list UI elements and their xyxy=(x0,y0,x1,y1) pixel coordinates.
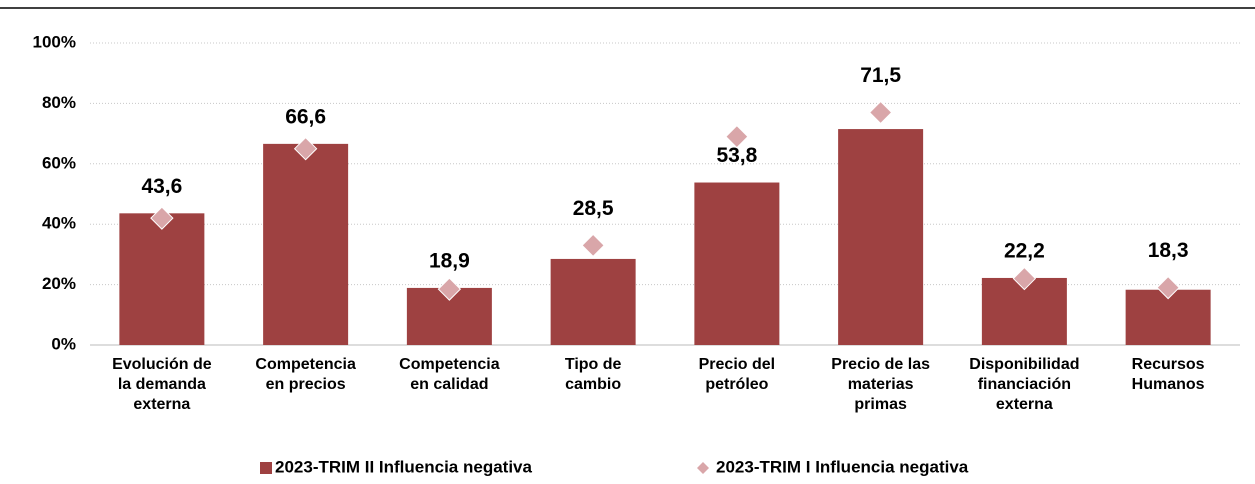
y-tick-label: 40% xyxy=(42,214,76,233)
value-label: 66,6 xyxy=(285,105,326,128)
x-tick-line: externa xyxy=(996,396,1053,413)
x-tick-line: Precio de las xyxy=(831,356,930,373)
value-label: 18,9 xyxy=(429,249,470,272)
x-tick-line: la demanda xyxy=(118,376,206,393)
x-tick-line: primas xyxy=(854,396,907,413)
x-tick-label: Recursos Humanos xyxy=(1132,356,1205,393)
x-tick-line: en calidad xyxy=(410,376,488,393)
x-tick-line: Competencia xyxy=(399,356,500,373)
x-tick-line: Humanos xyxy=(1132,376,1205,393)
diamond-marker xyxy=(868,100,893,125)
diamond-marker xyxy=(725,124,749,149)
diamond-marker xyxy=(437,277,462,301)
x-tick-line: externa xyxy=(133,396,190,413)
x-tick-label: Competencia en calidad xyxy=(399,356,500,393)
legend-swatch xyxy=(697,462,709,474)
y-tick-label: 80% xyxy=(42,93,76,112)
legend-label: 2023-TRIM I Influencia negativa xyxy=(716,457,969,476)
diamond-marker xyxy=(581,233,605,258)
x-tick-label: Evolución de la demanda externa xyxy=(112,356,212,413)
bar xyxy=(694,182,780,345)
x-tick-line: Recursos xyxy=(1132,356,1205,373)
y-tick-label: 60% xyxy=(42,153,76,172)
x-tick-line: en precios xyxy=(266,376,346,393)
legend-label: 2023-TRIM II Influencia negativa xyxy=(275,457,533,476)
diamond-marker xyxy=(1156,275,1180,300)
value-label: 71,5 xyxy=(860,64,901,87)
legend-swatch xyxy=(260,462,272,474)
x-tick-label: Disponibilidad financiación externa xyxy=(969,356,1079,413)
x-tick-line: Disponibilidad xyxy=(969,356,1079,373)
x-tick-line: Tipo de xyxy=(565,356,622,373)
x-tick-line: Competencia xyxy=(255,356,356,373)
x-tick-line: Precio del xyxy=(699,356,775,373)
x-tick-label: Precio de las materias primas xyxy=(831,356,930,413)
x-tick-line: petróleo xyxy=(705,376,768,393)
x-tick-label: Tipo de cambio xyxy=(565,356,622,393)
x-tick-line: cambio xyxy=(565,376,621,393)
x-tick-line: financiación xyxy=(978,376,1071,393)
value-label: 43,6 xyxy=(141,175,182,198)
diamond-marker xyxy=(1012,266,1037,291)
y-tick-label: 0% xyxy=(51,334,76,353)
x-tick-line: materias xyxy=(848,376,914,393)
y-tick-label: 100% xyxy=(33,32,76,51)
value-label: 53,8 xyxy=(716,144,757,167)
x-tick-label: Precio del petróleo xyxy=(699,356,775,393)
value-label: 28,5 xyxy=(573,197,614,220)
value-label: 18,3 xyxy=(1148,239,1189,262)
bar xyxy=(838,129,924,345)
bar xyxy=(263,143,349,345)
bar xyxy=(119,213,205,345)
bar xyxy=(550,258,636,345)
diamond-marker xyxy=(150,206,174,230)
x-tick-line: Evolución de xyxy=(112,356,212,373)
value-label: 22,2 xyxy=(1004,240,1045,263)
y-tick-label: 20% xyxy=(42,274,76,293)
diamond-marker xyxy=(293,136,318,161)
x-tick-label: Competencia en precios xyxy=(255,356,356,393)
